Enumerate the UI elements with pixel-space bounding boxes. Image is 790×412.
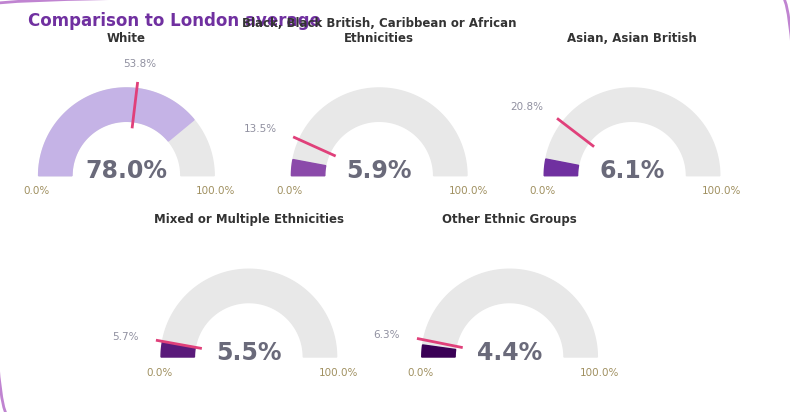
Title: Mixed or Multiple Ethnicities: Mixed or Multiple Ethnicities — [154, 213, 344, 226]
Text: 6.1%: 6.1% — [600, 159, 664, 183]
Title: Asian, Asian British: Asian, Asian British — [567, 31, 697, 44]
Text: 5.9%: 5.9% — [347, 159, 412, 183]
Text: 100.0%: 100.0% — [702, 186, 741, 196]
Text: 20.8%: 20.8% — [510, 103, 543, 112]
Polygon shape — [292, 159, 325, 176]
Text: 0.0%: 0.0% — [146, 368, 172, 377]
Text: 100.0%: 100.0% — [196, 186, 235, 196]
Text: Comparison to London average: Comparison to London average — [28, 12, 321, 30]
Polygon shape — [39, 88, 214, 176]
Text: 100.0%: 100.0% — [449, 186, 488, 196]
Polygon shape — [422, 269, 597, 357]
Text: 6.3%: 6.3% — [373, 330, 400, 340]
Text: 4.4%: 4.4% — [477, 341, 542, 365]
Title: White: White — [107, 31, 146, 44]
Text: 0.0%: 0.0% — [276, 186, 303, 196]
Polygon shape — [39, 88, 194, 176]
Text: 100.0%: 100.0% — [318, 368, 358, 377]
Polygon shape — [161, 342, 195, 357]
Polygon shape — [422, 345, 456, 357]
Text: 100.0%: 100.0% — [579, 368, 619, 377]
Polygon shape — [161, 269, 337, 357]
Polygon shape — [544, 88, 720, 176]
Title: Black, Black British, Caribbean or African
Ethnicities: Black, Black British, Caribbean or Afric… — [242, 16, 517, 44]
Polygon shape — [292, 88, 467, 176]
Text: 13.5%: 13.5% — [243, 124, 276, 134]
Text: 0.0%: 0.0% — [529, 186, 555, 196]
Text: 5.5%: 5.5% — [216, 341, 281, 365]
Polygon shape — [544, 159, 578, 176]
Text: 0.0%: 0.0% — [407, 368, 433, 377]
Text: 0.0%: 0.0% — [24, 186, 50, 196]
Text: 53.8%: 53.8% — [123, 59, 156, 69]
Text: 78.0%: 78.0% — [85, 159, 167, 183]
Title: Other Ethnic Groups: Other Ethnic Groups — [442, 213, 577, 226]
Text: 5.7%: 5.7% — [112, 332, 138, 342]
